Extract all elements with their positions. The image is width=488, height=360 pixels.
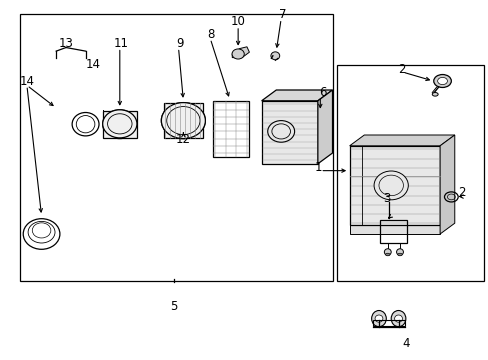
- Text: 9: 9: [176, 37, 183, 50]
- Text: 2: 2: [397, 63, 405, 76]
- Bar: [261, 101, 317, 164]
- Ellipse shape: [102, 110, 137, 138]
- Ellipse shape: [431, 93, 437, 96]
- Polygon shape: [261, 90, 332, 101]
- Circle shape: [437, 77, 447, 85]
- Ellipse shape: [384, 249, 390, 255]
- Ellipse shape: [231, 49, 244, 59]
- Bar: [212, 101, 249, 157]
- Text: 6: 6: [318, 86, 326, 99]
- Ellipse shape: [72, 112, 99, 136]
- Ellipse shape: [270, 52, 279, 60]
- Text: 12: 12: [175, 133, 190, 146]
- Bar: [372, 320, 404, 326]
- Text: 11: 11: [114, 37, 128, 50]
- Polygon shape: [349, 135, 454, 146]
- Text: 10: 10: [230, 15, 245, 28]
- Text: 4: 4: [401, 337, 409, 350]
- Ellipse shape: [23, 219, 60, 249]
- Bar: [349, 146, 439, 225]
- Polygon shape: [232, 47, 249, 58]
- Ellipse shape: [394, 315, 402, 322]
- Text: 5: 5: [169, 300, 177, 312]
- Text: 14: 14: [85, 58, 100, 71]
- Bar: [20, 14, 332, 281]
- Ellipse shape: [161, 103, 205, 139]
- Polygon shape: [439, 135, 454, 234]
- Polygon shape: [317, 90, 332, 164]
- Ellipse shape: [385, 253, 389, 256]
- Text: 1: 1: [314, 161, 322, 174]
- Ellipse shape: [267, 121, 294, 142]
- Bar: [102, 111, 137, 138]
- Ellipse shape: [373, 171, 407, 200]
- Text: 3: 3: [383, 192, 390, 205]
- Ellipse shape: [374, 315, 382, 322]
- Ellipse shape: [396, 249, 403, 255]
- Ellipse shape: [397, 253, 401, 256]
- Text: 13: 13: [59, 37, 73, 50]
- Text: 2: 2: [457, 186, 465, 199]
- Bar: [163, 103, 203, 138]
- Bar: [380, 220, 407, 243]
- Text: 7: 7: [278, 8, 286, 21]
- Ellipse shape: [161, 103, 205, 139]
- Circle shape: [433, 75, 450, 87]
- Ellipse shape: [371, 310, 386, 327]
- Polygon shape: [349, 225, 439, 234]
- Bar: [337, 65, 483, 281]
- Ellipse shape: [390, 310, 405, 327]
- Text: 8: 8: [207, 28, 215, 41]
- Ellipse shape: [102, 110, 137, 139]
- Text: 14: 14: [20, 75, 34, 87]
